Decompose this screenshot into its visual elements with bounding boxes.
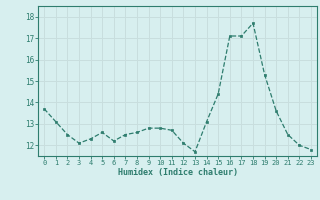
X-axis label: Humidex (Indice chaleur): Humidex (Indice chaleur) (118, 168, 238, 177)
